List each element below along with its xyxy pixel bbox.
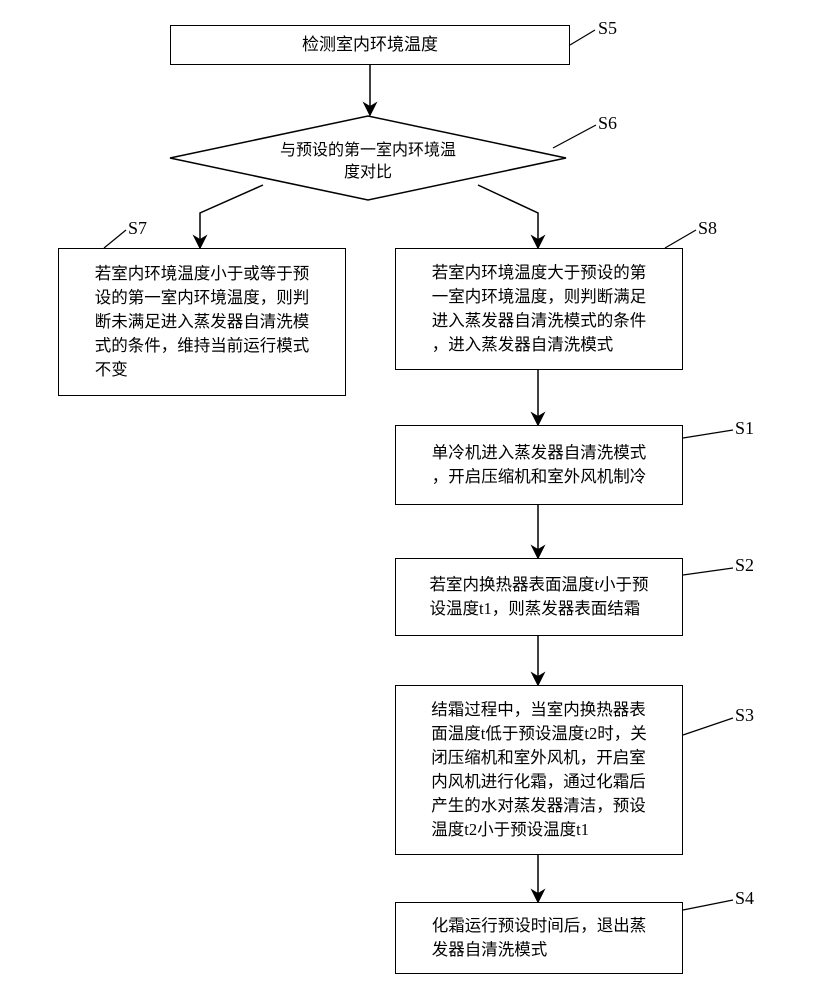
node-s7-text: 若室内环境温度小于或等于预 设的第一室内环境温度，则判 断未满足进入蒸发器自清洗… bbox=[75, 262, 330, 382]
node-s5: 检测室内环境温度 bbox=[170, 25, 570, 65]
edge-s6-s7 bbox=[200, 185, 263, 248]
node-s3-text: 结霜过程中，当室内换热器表 面温度t低于预设温度t2时，关 闭压缩机和室外风机，… bbox=[411, 698, 666, 842]
leader-s2 bbox=[683, 568, 733, 575]
node-s2: 若室内换热器表面温度t小于预 设温度t1，则蒸发器表面结霜 bbox=[395, 558, 683, 636]
label-s6: S6 bbox=[598, 113, 617, 134]
edge-s6-s8 bbox=[478, 185, 538, 248]
leader-s7 bbox=[104, 230, 126, 248]
label-s8: S8 bbox=[698, 218, 717, 239]
node-s1-text: 单冷机进入蒸发器自清洗模式 ，开启压缩机和室外风机制冷 bbox=[412, 441, 667, 489]
leader-s1 bbox=[683, 430, 733, 438]
leader-s4 bbox=[683, 900, 733, 910]
flowchart-canvas: 检测室内环境温度 S5 与预设的第一室内环境温 度对比 S6 若室内环境温度小于… bbox=[0, 0, 818, 1000]
label-s1: S1 bbox=[735, 418, 754, 439]
node-s2-text: 若室内换热器表面温度t小于预 设温度t1，则蒸发器表面结霜 bbox=[409, 573, 668, 621]
label-s3: S3 bbox=[735, 705, 754, 726]
leader-s5 bbox=[570, 30, 595, 45]
node-s4: 化霜运行预设时间后，退出蒸 发器自清洗模式 bbox=[395, 902, 683, 974]
node-s5-text: 检测室内环境温度 bbox=[292, 33, 448, 58]
label-s5: S5 bbox=[598, 18, 617, 39]
node-s4-text: 化霜运行预设时间后，退出蒸 发器自清洗模式 bbox=[412, 914, 667, 962]
leader-s3 bbox=[683, 718, 733, 735]
node-s6-line1: 与预设的第一室内环境温 bbox=[248, 140, 488, 162]
node-s1: 单冷机进入蒸发器自清洗模式 ，开启压缩机和室外风机制冷 bbox=[395, 425, 683, 505]
leader-s6 bbox=[553, 125, 596, 148]
leader-s8 bbox=[665, 230, 696, 248]
label-s2: S2 bbox=[735, 555, 754, 576]
label-s4: S4 bbox=[735, 888, 754, 909]
label-s7: S7 bbox=[128, 218, 147, 239]
node-s6-text: 与预设的第一室内环境温 度对比 bbox=[248, 140, 488, 183]
node-s7: 若室内环境温度小于或等于预 设的第一室内环境温度，则判 断未满足进入蒸发器自清洗… bbox=[58, 248, 346, 396]
node-s8-text: 若室内环境温度大于预设的第 一室内环境温度，则判断满足 进入蒸发器自清洗模式的条… bbox=[412, 261, 667, 357]
node-s8: 若室内环境温度大于预设的第 一室内环境温度，则判断满足 进入蒸发器自清洗模式的条… bbox=[395, 248, 683, 370]
node-s3: 结霜过程中，当室内换热器表 面温度t低于预设温度t2时，关 闭压缩机和室外风机，… bbox=[395, 685, 683, 855]
node-s6-line2: 度对比 bbox=[248, 162, 488, 184]
